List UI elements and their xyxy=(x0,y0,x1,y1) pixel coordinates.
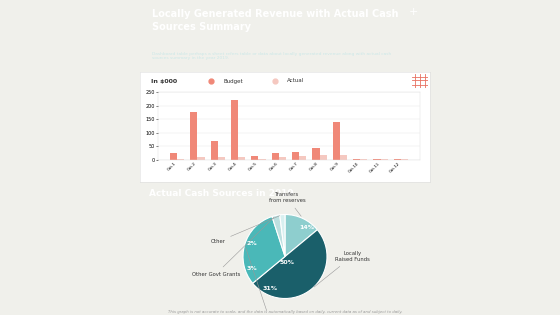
Text: In $000: In $000 xyxy=(151,78,178,83)
Bar xyxy=(197,157,204,160)
Text: 50%: 50% xyxy=(279,260,295,265)
Wedge shape xyxy=(253,230,327,299)
Text: Budget: Budget xyxy=(223,78,242,83)
Bar xyxy=(279,157,286,160)
Text: 31%: 31% xyxy=(263,285,278,290)
Wedge shape xyxy=(243,216,285,283)
Bar xyxy=(353,159,360,160)
Bar xyxy=(320,155,326,160)
Text: Other: Other xyxy=(211,216,280,244)
Bar xyxy=(211,141,218,160)
Text: Locally Generated Revenue with Actual Cash
Sources Summary: Locally Generated Revenue with Actual Ca… xyxy=(152,9,398,32)
Wedge shape xyxy=(280,215,285,256)
Bar xyxy=(272,153,279,160)
Bar xyxy=(251,156,259,160)
Text: Dashboard table perhaps a sheet refers table or data about locally generated rev: Dashboard table perhaps a sheet refers t… xyxy=(152,52,391,60)
Bar xyxy=(259,159,265,160)
Text: Locally
Raised Funds: Locally Raised Funds xyxy=(314,251,370,287)
Wedge shape xyxy=(285,215,318,256)
Bar xyxy=(238,157,245,160)
Text: Actual: Actual xyxy=(287,78,304,83)
Bar xyxy=(231,100,238,160)
Bar xyxy=(190,112,197,160)
Text: Other Govt Grants: Other Govt Grants xyxy=(192,217,274,277)
Text: Transfers
from reserves: Transfers from reserves xyxy=(269,192,305,216)
Bar xyxy=(333,122,340,160)
Text: Student
Centred Funding: Student Centred Funding xyxy=(245,247,292,315)
Bar xyxy=(381,159,388,160)
Text: 3%: 3% xyxy=(247,266,258,271)
Bar xyxy=(299,156,306,160)
Bar xyxy=(312,148,320,160)
Bar xyxy=(170,153,177,160)
Bar xyxy=(360,159,367,160)
Text: 14%: 14% xyxy=(299,226,314,231)
Bar xyxy=(401,159,408,160)
Bar xyxy=(340,155,347,160)
Text: 2%: 2% xyxy=(246,241,257,246)
Bar xyxy=(218,157,225,160)
Bar xyxy=(292,152,299,160)
Text: Actual Cash Sources in 2019: Actual Cash Sources in 2019 xyxy=(149,190,293,198)
Bar xyxy=(394,159,401,160)
Bar xyxy=(177,159,184,160)
Bar xyxy=(374,159,381,160)
Text: This graph is not accurate to scale, and the data is automatically based on dail: This graph is not accurate to scale, and… xyxy=(167,310,402,314)
Wedge shape xyxy=(272,215,285,256)
Text: +: + xyxy=(409,7,418,17)
